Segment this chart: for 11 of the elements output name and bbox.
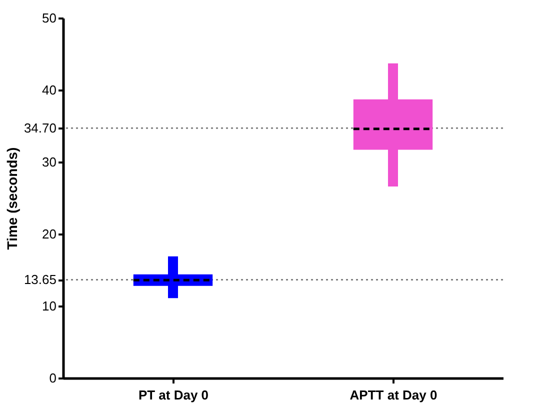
y-axis-title: Time (seconds): [4, 147, 20, 250]
y-tick-label: 50: [42, 10, 56, 26]
y-tick-label: 30: [42, 154, 56, 170]
y-tick-label: 34.70: [24, 120, 56, 136]
y-tick-label: 20: [42, 226, 56, 242]
y-tick-label: 40: [42, 82, 56, 98]
x-tick-label: APTT at Day 0: [350, 388, 438, 402]
y-tick-label: 0: [49, 370, 56, 386]
y-tick-label: 10: [42, 298, 56, 314]
y-tick-label: 13.65: [24, 272, 56, 288]
x-tick-label: PT at Day 0: [138, 388, 209, 402]
